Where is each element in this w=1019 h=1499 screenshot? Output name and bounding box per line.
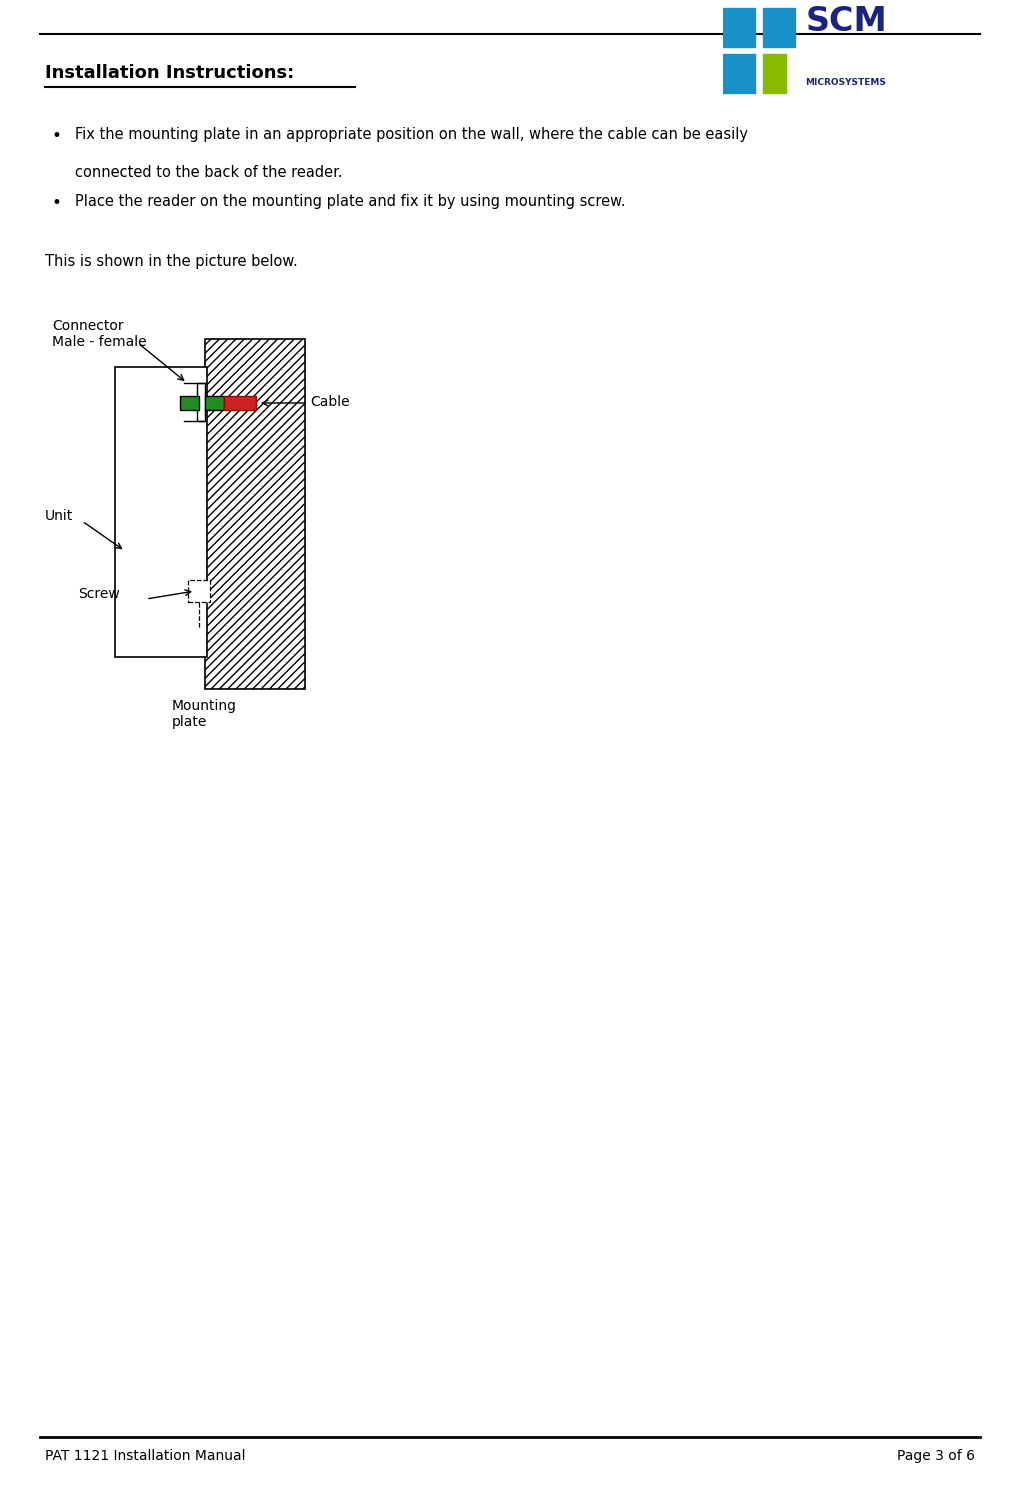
Text: Page 3 of 6: Page 3 of 6 [897, 1450, 975, 1463]
Bar [763, 7, 795, 46]
Text: Connector
Male - female: Connector Male - female [52, 319, 147, 349]
Text: Unit: Unit [45, 510, 73, 523]
Text: Cable: Cable [310, 396, 350, 409]
Bar [187, 580, 210, 603]
Bar [723, 7, 755, 46]
Text: connected to the back of the reader.: connected to the back of the reader. [75, 165, 342, 180]
Bar [197, 384, 205, 421]
Text: Installation Instructions:: Installation Instructions: [45, 64, 294, 82]
Bar [205, 339, 305, 690]
Text: Screw: Screw [78, 588, 120, 601]
Bar [180, 396, 199, 411]
Text: SCM: SCM [806, 6, 888, 39]
Text: •: • [52, 193, 62, 211]
Text: PAT 1121 Installation Manual: PAT 1121 Installation Manual [45, 1450, 246, 1463]
Text: MICROSYSTEMS: MICROSYSTEMS [806, 78, 887, 87]
Text: •: • [52, 127, 62, 145]
Text: Fix the mounting plate in an appropriate position on the wall, where the cable c: Fix the mounting plate in an appropriate… [75, 127, 748, 142]
Text: Mounting
plate: Mounting plate [172, 699, 237, 729]
Bar [723, 54, 755, 93]
Text: This is shown in the picture below.: This is shown in the picture below. [45, 253, 298, 268]
Bar [205, 396, 224, 411]
Bar [115, 367, 207, 657]
Text: Place the reader on the mounting plate and fix it by using mounting screw.: Place the reader on the mounting plate a… [75, 193, 626, 208]
Bar [224, 396, 256, 411]
Bar [763, 54, 786, 93]
